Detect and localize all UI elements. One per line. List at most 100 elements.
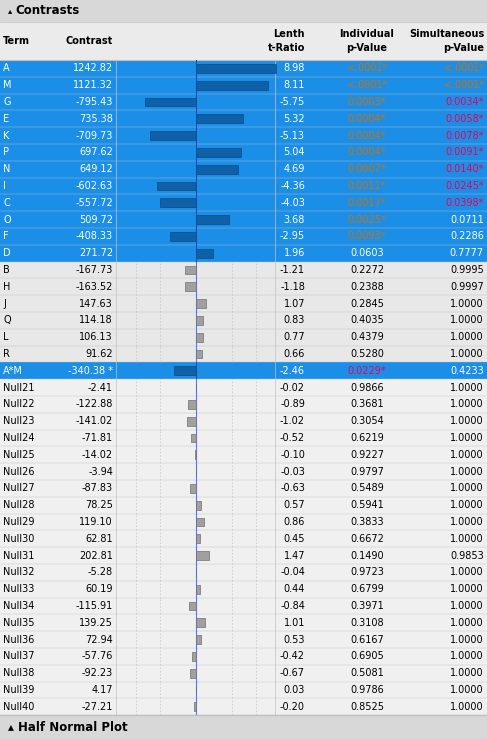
Text: Null34: Null34: [3, 601, 35, 611]
Text: L: L: [3, 333, 8, 342]
Text: -0.04: -0.04: [280, 568, 305, 577]
Bar: [196, 115, 244, 123]
Bar: [157, 182, 196, 191]
Text: 0.7777: 0.7777: [450, 248, 484, 258]
Bar: [196, 81, 268, 89]
Text: 0.4379: 0.4379: [350, 333, 384, 342]
Bar: [192, 652, 196, 661]
Text: 1.0000: 1.0000: [450, 299, 484, 309]
Text: 1.0000: 1.0000: [450, 651, 484, 661]
Text: -709.73: -709.73: [75, 131, 113, 140]
Bar: [0, 362, 487, 379]
Text: 5.04: 5.04: [283, 147, 305, 157]
Text: 147.63: 147.63: [79, 299, 113, 309]
Text: Null37: Null37: [3, 651, 35, 661]
Text: 0.45: 0.45: [283, 534, 305, 544]
Bar: [191, 434, 196, 443]
Bar: [0, 312, 487, 329]
Text: J: J: [3, 299, 6, 309]
Text: M: M: [3, 81, 12, 90]
Text: 0.5941: 0.5941: [350, 500, 384, 510]
Text: 271.72: 271.72: [79, 248, 113, 258]
Text: 0.2286: 0.2286: [450, 231, 484, 242]
Text: 0.9227: 0.9227: [350, 450, 384, 460]
Text: 0.9797: 0.9797: [350, 466, 384, 477]
Text: -0.10: -0.10: [280, 450, 305, 460]
Text: 0.77: 0.77: [283, 333, 305, 342]
Text: t-Ratio: t-Ratio: [268, 43, 305, 53]
Text: Null24: Null24: [3, 433, 35, 443]
Bar: [0, 110, 487, 127]
Bar: [0, 329, 487, 346]
Text: Null28: Null28: [3, 500, 35, 510]
Bar: [0, 463, 487, 480]
Text: 3.68: 3.68: [283, 214, 305, 225]
Text: Null30: Null30: [3, 534, 35, 544]
Text: Null36: Null36: [3, 635, 35, 644]
Bar: [0, 681, 487, 698]
Bar: [0, 279, 487, 295]
Text: F: F: [3, 231, 9, 242]
Bar: [196, 551, 209, 560]
Text: 0.0058*: 0.0058*: [446, 114, 484, 124]
Bar: [0, 295, 487, 312]
Text: Simultaneous: Simultaneous: [409, 29, 484, 39]
Text: 0.0017*: 0.0017*: [348, 198, 386, 208]
Text: 1.07: 1.07: [283, 299, 305, 309]
Text: H: H: [3, 282, 10, 292]
Bar: [0, 177, 487, 194]
Bar: [169, 232, 196, 241]
Bar: [196, 350, 202, 358]
Text: Null38: Null38: [3, 668, 35, 678]
Bar: [0, 396, 487, 413]
Text: 0.0003*: 0.0003*: [348, 97, 386, 107]
Text: Null22: Null22: [3, 399, 35, 409]
Bar: [0, 598, 487, 614]
Text: 1.47: 1.47: [283, 551, 305, 561]
Text: G: G: [3, 97, 11, 107]
Text: 0.0011*: 0.0011*: [348, 181, 386, 191]
Bar: [190, 484, 196, 493]
Text: Contrast: Contrast: [66, 36, 113, 46]
Bar: [194, 703, 196, 711]
Text: -5.75: -5.75: [280, 97, 305, 107]
Text: -87.83: -87.83: [82, 483, 113, 494]
Text: -122.88: -122.88: [75, 399, 113, 409]
Text: 1.0000: 1.0000: [450, 702, 484, 712]
Text: <.0001*: <.0001*: [347, 81, 387, 90]
Text: 0.83: 0.83: [283, 316, 305, 325]
Text: 0.57: 0.57: [283, 500, 305, 510]
Text: 1.0000: 1.0000: [450, 316, 484, 325]
Text: Null29: Null29: [3, 517, 35, 527]
Text: 1.96: 1.96: [283, 248, 305, 258]
Text: 0.5280: 0.5280: [350, 349, 384, 359]
Bar: [0, 497, 487, 514]
Text: 0.0004*: 0.0004*: [348, 131, 386, 140]
Bar: [160, 199, 196, 207]
Text: -557.72: -557.72: [75, 198, 113, 208]
Bar: [196, 148, 241, 157]
Text: 0.6167: 0.6167: [350, 635, 384, 644]
Text: 114.18: 114.18: [79, 316, 113, 325]
Text: 1.01: 1.01: [283, 618, 305, 628]
Text: 8.98: 8.98: [283, 64, 305, 73]
Text: 0.5489: 0.5489: [350, 483, 384, 494]
Text: 1.0000: 1.0000: [450, 685, 484, 695]
Text: K: K: [3, 131, 9, 140]
Text: -1.21: -1.21: [280, 265, 305, 275]
Text: 649.12: 649.12: [79, 164, 113, 174]
Bar: [0, 346, 487, 362]
Text: 0.6799: 0.6799: [350, 585, 384, 594]
Text: 735.38: 735.38: [79, 114, 113, 124]
Text: 0.6219: 0.6219: [350, 433, 384, 443]
Text: 0.2845: 0.2845: [350, 299, 384, 309]
Bar: [0, 429, 487, 446]
Bar: [0, 211, 487, 228]
Text: Null33: Null33: [3, 585, 35, 594]
Text: 0.0091*: 0.0091*: [446, 147, 484, 157]
Text: 0.0078*: 0.0078*: [446, 131, 484, 140]
Text: 1.0000: 1.0000: [450, 383, 484, 392]
Text: Null40: Null40: [3, 702, 35, 712]
Text: -4.36: -4.36: [280, 181, 305, 191]
Text: 0.5081: 0.5081: [350, 668, 384, 678]
